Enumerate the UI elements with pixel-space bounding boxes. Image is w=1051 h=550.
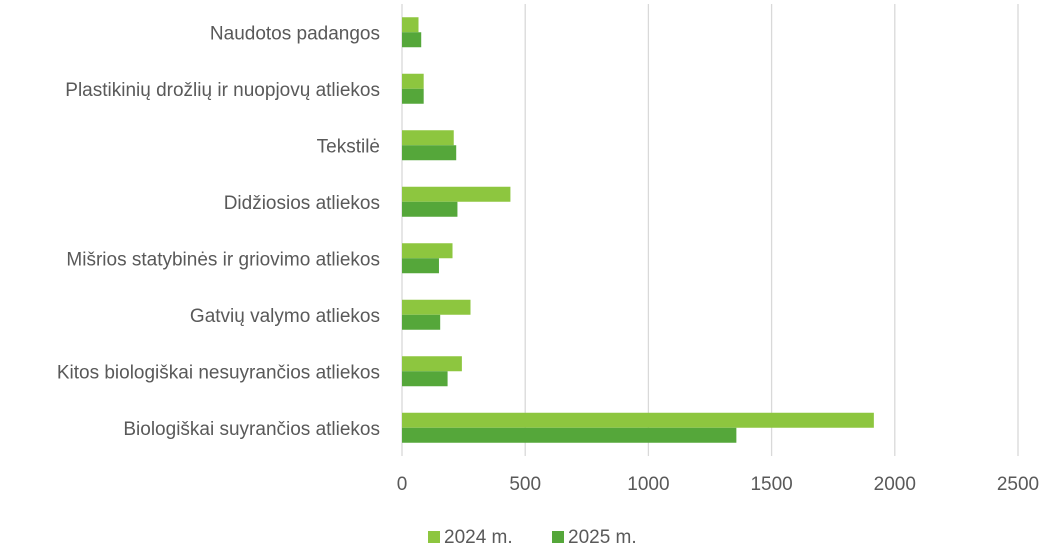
x-tick-label: 1500 (750, 474, 792, 495)
legend: 2024 m. 2025 m. (428, 527, 637, 548)
bar-2024 (402, 130, 454, 146)
bar-2024 (402, 243, 453, 259)
category-labels: Biologiškai suyrančios atliekos Kitos bio… (57, 23, 380, 440)
category-label: Plastikinių drožlių ir nuopjovų atliekos (65, 80, 380, 101)
bar-2024 (402, 17, 419, 33)
category-label: Kitos biologiškai nesuyrančios atliekos (57, 362, 380, 383)
bar-2025 (402, 427, 737, 443)
category-label: Biologiškai suyrančios atliekos (123, 419, 380, 440)
bar-2025 (402, 201, 458, 217)
bar-2024 (402, 73, 424, 89)
x-tick-label: 2500 (997, 474, 1039, 495)
category-label: Mišrios statybinės ir griovimo atliekos (66, 249, 380, 270)
x-tick-label: 2000 (874, 474, 916, 495)
legend-label: 2025 m. (568, 527, 637, 548)
category-label: Naudotos padangos (210, 23, 380, 44)
bar-2024 (402, 412, 874, 428)
bar-2025 (402, 32, 422, 48)
legend-label: 2024 m. (444, 527, 513, 548)
bar-2025 (402, 145, 457, 161)
x-tick-label: 0 (397, 474, 408, 495)
bar-2024 (402, 186, 511, 202)
x-tick-label: 1000 (627, 474, 669, 495)
legend-swatch (552, 531, 564, 543)
bar-2024 (402, 356, 462, 372)
category-label: Didžiosios atliekos (224, 193, 380, 214)
category-label: Tekstilė (317, 136, 380, 157)
x-tick-labels: 0 500 1000 1500 2000 2500 (397, 474, 1039, 495)
category-label: Gatvių valymo atliekos (190, 306, 380, 327)
bar-2025 (402, 88, 424, 104)
bar-2025 (402, 314, 441, 330)
bar-2025 (402, 258, 439, 274)
x-tick-label: 500 (509, 474, 541, 495)
bar-2025 (402, 371, 448, 387)
legend-swatch (428, 531, 440, 543)
bars (402, 17, 874, 443)
bar-2024 (402, 299, 471, 315)
gridlines (401, 4, 1019, 456)
